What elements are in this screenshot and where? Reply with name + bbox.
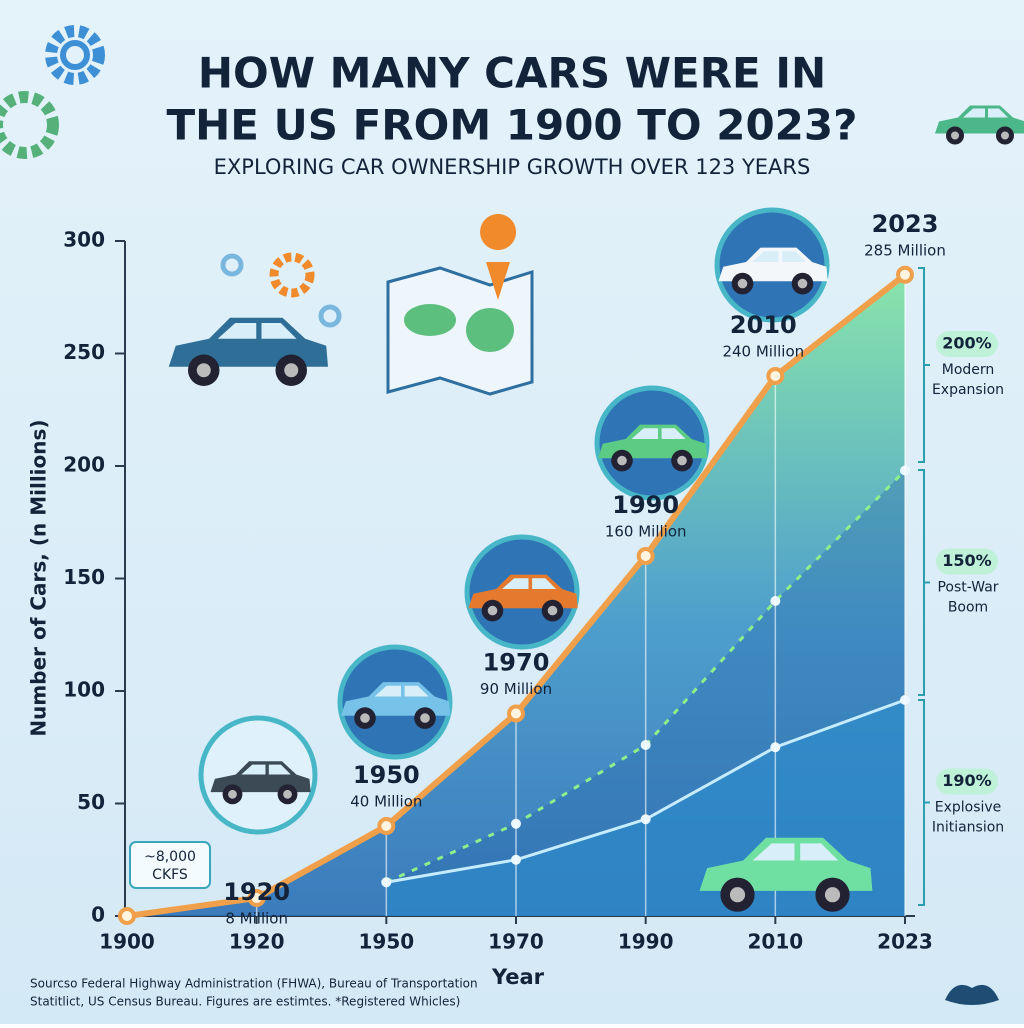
callout-text: ~8,000 (144, 849, 196, 865)
bracket-label: 200% (942, 334, 991, 353)
callout-box (129, 841, 211, 889)
x-tick-label: 1900 (99, 930, 155, 954)
point-year-label: 1990 (612, 491, 679, 519)
map-icon (386, 214, 534, 396)
chart-title: HOW MANY CARS WERE IN (198, 49, 826, 98)
bracket-text: Expansion (932, 382, 1004, 398)
y-tick-label: 50 (77, 790, 105, 814)
y-tick-label: 150 (63, 565, 105, 589)
y-tick-label: 100 (63, 678, 105, 702)
y-tick-label: 200 (63, 453, 105, 477)
point (247, 889, 266, 907)
bracket-label: 150% (942, 551, 991, 570)
y-axis-label: Number of Cars, (n Millions) (27, 419, 51, 736)
bracket (918, 267, 930, 463)
value-label: 90 Million (480, 680, 552, 698)
bracket-pill (936, 548, 998, 575)
x-tick-label: 1970 (488, 930, 544, 954)
x-tick-label: 1920 (229, 930, 285, 954)
bracket (918, 699, 930, 906)
point (766, 367, 785, 385)
point-year-label: 2010 (730, 311, 797, 339)
x-tick-label: 1950 (358, 930, 414, 954)
callout-text: CKFS (152, 867, 188, 883)
point (377, 817, 396, 835)
era-icons (198, 207, 830, 835)
layer-line (385, 469, 907, 884)
bracket-pill (936, 331, 998, 357)
x-tick-label: 2010 (747, 930, 803, 954)
point (636, 547, 655, 565)
gear-icons (0, 25, 342, 328)
area (127, 274, 905, 916)
point (118, 906, 136, 925)
bracket (918, 469, 930, 696)
x-tick-label: 1990 (618, 930, 674, 954)
y-tick-label: 0 (91, 903, 105, 927)
source-note: Statitlict, US Census Bureau. Figures ar… (30, 995, 460, 1009)
value-label: 285 Million (864, 241, 946, 259)
point (507, 704, 525, 723)
y-tick-label: 300 (63, 228, 105, 252)
value-label: 240 Million (722, 343, 804, 361)
point (896, 265, 914, 284)
value-label: 160 Million (605, 523, 687, 541)
bracket-pill (936, 768, 998, 795)
bracket-text: Initiansion (932, 820, 1004, 836)
chart-title: THE US FROM 1900 TO 2023? (167, 101, 858, 150)
source-note: Sourcso Federal Highway Administration (… (30, 977, 478, 991)
bracket-label: 190% (942, 771, 991, 790)
point-year-label: 1920 (223, 878, 290, 906)
x-axis-label: Year (491, 965, 545, 989)
bracket-text: Modern (942, 362, 995, 378)
y-tick-label: 250 (63, 340, 105, 364)
bracket-text: Boom (948, 600, 988, 616)
logo (945, 984, 999, 1005)
chart-subtitle: EXPLORING CAR OWNERSHIP GROWTH OVER 123 … (214, 155, 811, 179)
value-label: 8 Million (225, 910, 288, 928)
bracket-text: Post-War (937, 580, 998, 596)
point-year-label: 1950 (353, 761, 420, 789)
bracket-text: Explosive (935, 800, 1002, 816)
x-tick-label: 2023 (877, 930, 933, 954)
point-year-label: 2023 (872, 210, 939, 238)
value-label: 40 Million (350, 793, 422, 811)
point-year-label: 1970 (483, 649, 550, 677)
